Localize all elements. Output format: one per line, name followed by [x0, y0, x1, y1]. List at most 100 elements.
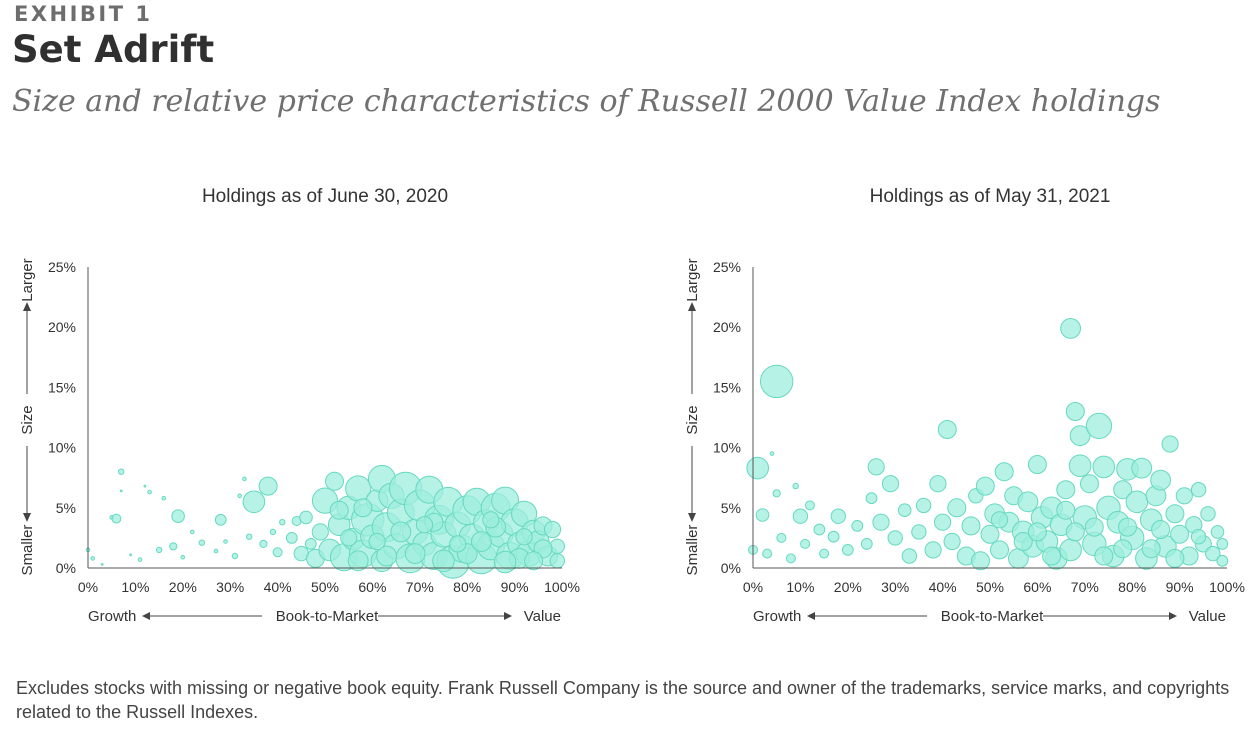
data-point — [937, 420, 957, 439]
x-tick-label: 90% — [1166, 579, 1194, 595]
data-point — [1216, 554, 1229, 567]
data-point — [242, 490, 266, 514]
data-point — [762, 548, 773, 559]
data-point — [929, 475, 947, 493]
x-tick-label: 100% — [544, 579, 580, 595]
data-point — [1068, 454, 1092, 478]
data-point — [329, 500, 349, 520]
x-tick-label: 50% — [976, 579, 1004, 595]
data-point — [785, 553, 796, 564]
data-point — [285, 532, 298, 544]
x-left-label: Growth — [88, 608, 136, 625]
data-point — [911, 524, 927, 540]
data-point — [1013, 532, 1033, 551]
data-point — [171, 509, 185, 524]
data-point — [990, 540, 1009, 560]
y-arrowhead-up — [688, 302, 696, 311]
data-point — [198, 539, 206, 546]
data-point — [1131, 457, 1153, 479]
x-tick-label: 10% — [121, 579, 149, 595]
data-point — [432, 549, 455, 573]
y-tick-label: 0% — [56, 560, 76, 576]
x-tick-label: 20% — [169, 579, 197, 595]
data-point — [1113, 480, 1133, 500]
page-title: Set Adrift — [12, 28, 215, 71]
y-axis-label: Size — [684, 405, 701, 434]
data-point — [246, 533, 253, 540]
data-point — [1059, 538, 1082, 562]
x-tick-label: 40% — [264, 579, 292, 595]
y-tick-label: 20% — [713, 319, 741, 335]
data-point — [272, 547, 283, 558]
data-point — [1027, 522, 1047, 542]
data-point — [304, 538, 317, 550]
data-point — [1092, 455, 1116, 479]
data-point — [1042, 546, 1062, 566]
y-tick-label: 15% — [713, 379, 741, 395]
x-right-label: Value — [524, 608, 561, 625]
data-point — [1060, 318, 1082, 339]
data-point — [813, 523, 826, 536]
data-point — [1165, 504, 1185, 524]
y-arrowhead-down — [23, 513, 31, 522]
data-point — [1161, 435, 1179, 453]
chart-may-2021: Holdings as of May 31, 2021 0% 5% 10% 15% 20%… — [665, 170, 1252, 640]
data-point — [827, 530, 840, 543]
footnote: Excludes stocks with missing or negative… — [16, 678, 1230, 722]
x-tick-label: 30% — [216, 579, 244, 595]
data-point — [237, 493, 242, 499]
chart-june-2020: Holdings as of June 30, 2020 0% 5% 10% 15% 20… — [0, 170, 620, 640]
data-point — [915, 497, 932, 514]
chart-title: Holdings as of June 30, 2020 — [202, 186, 448, 207]
data-point — [971, 551, 990, 571]
data-point — [901, 548, 918, 564]
data-point — [169, 542, 178, 551]
x-arrowhead-right — [504, 612, 512, 620]
data-point — [1190, 529, 1207, 545]
data-point — [776, 532, 787, 543]
exhibit-label: EXHIBIT 1 — [14, 2, 153, 26]
y-tick-label: 0% — [721, 560, 741, 576]
x-tick-label: 40% — [929, 579, 957, 595]
chart-june-2020-svg: Holdings as of June 30, 2020 0% 5% 10% 15% 20… — [19, 186, 580, 625]
data-point — [90, 556, 95, 561]
data-point — [347, 550, 369, 572]
y-tick-label: 5% — [721, 500, 741, 516]
x-tick-label: 30% — [881, 579, 909, 595]
x-tick-label: 10% — [786, 579, 814, 595]
data-point — [242, 476, 247, 482]
x-tick-label: 100% — [1209, 579, 1245, 595]
data-point — [147, 489, 152, 495]
data-point — [449, 535, 467, 553]
data-point — [804, 500, 815, 511]
data-point — [769, 451, 775, 456]
data-point — [1065, 522, 1085, 542]
data-point — [258, 476, 278, 496]
data-point — [325, 471, 344, 491]
x-tick-label: 70% — [1071, 579, 1099, 595]
data-point — [549, 553, 565, 569]
data-point — [924, 541, 942, 559]
data-point — [118, 468, 125, 475]
data-point — [1150, 469, 1172, 491]
data-point — [340, 529, 358, 547]
data-point — [137, 557, 143, 562]
data-point — [311, 523, 329, 541]
data-point — [792, 482, 799, 490]
y-axis-label: Size — [19, 405, 36, 434]
data-point — [772, 489, 781, 498]
data-point — [1094, 546, 1114, 566]
data-point — [994, 462, 1014, 482]
data-point — [259, 539, 268, 548]
data-point — [231, 552, 239, 560]
x-tick-label: 80% — [453, 579, 481, 595]
data-point — [368, 532, 386, 551]
y-bottom-label: Smaller — [19, 525, 36, 576]
data-point — [800, 538, 811, 549]
data-point — [1056, 500, 1076, 520]
data-point — [1084, 517, 1104, 537]
data-point — [872, 513, 890, 531]
data-point — [180, 554, 186, 560]
data-point — [819, 548, 830, 559]
data-point — [1141, 539, 1161, 559]
